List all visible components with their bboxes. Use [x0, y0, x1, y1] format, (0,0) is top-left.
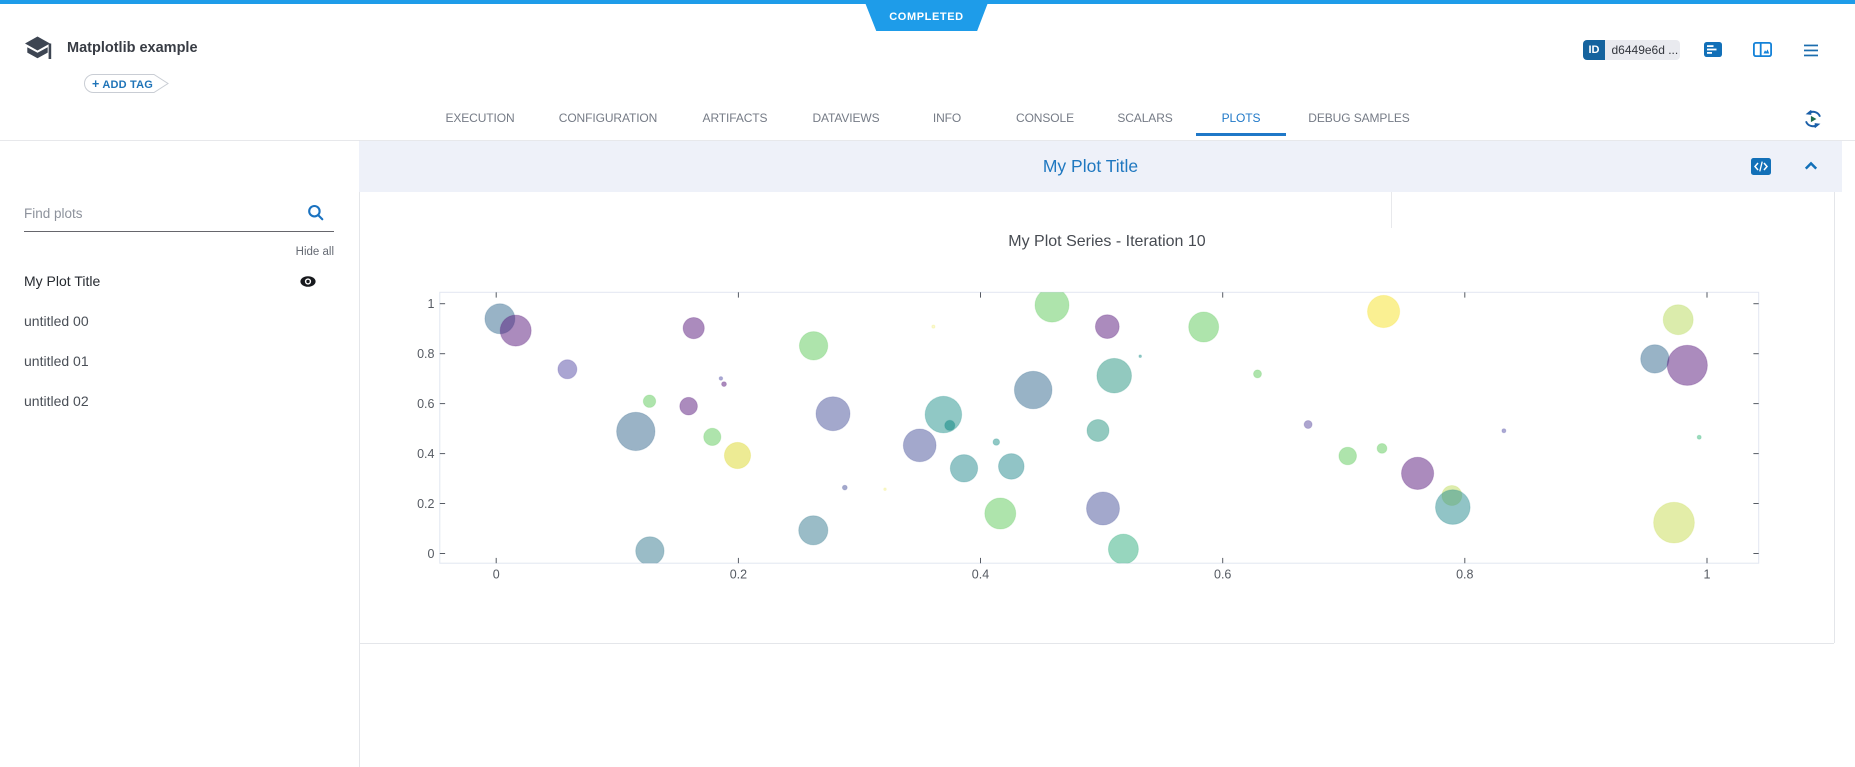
svg-text:0.4: 0.4: [972, 568, 989, 582]
svg-text:0.2: 0.2: [417, 497, 434, 511]
svg-text:0.4: 0.4: [417, 447, 434, 461]
svg-text:0: 0: [428, 547, 435, 561]
svg-text:0.2: 0.2: [730, 568, 747, 582]
svg-text:0.8: 0.8: [1456, 568, 1473, 582]
svg-text:1: 1: [428, 297, 435, 311]
svg-text:My Plot Series - Iteration 10: My Plot Series - Iteration 10: [1008, 233, 1206, 250]
svg-text:0.6: 0.6: [417, 397, 434, 411]
svg-text:1: 1: [1704, 568, 1711, 582]
svg-text:0.8: 0.8: [417, 347, 434, 361]
svg-text:0: 0: [493, 568, 500, 582]
svg-text:0.6: 0.6: [1214, 568, 1231, 582]
